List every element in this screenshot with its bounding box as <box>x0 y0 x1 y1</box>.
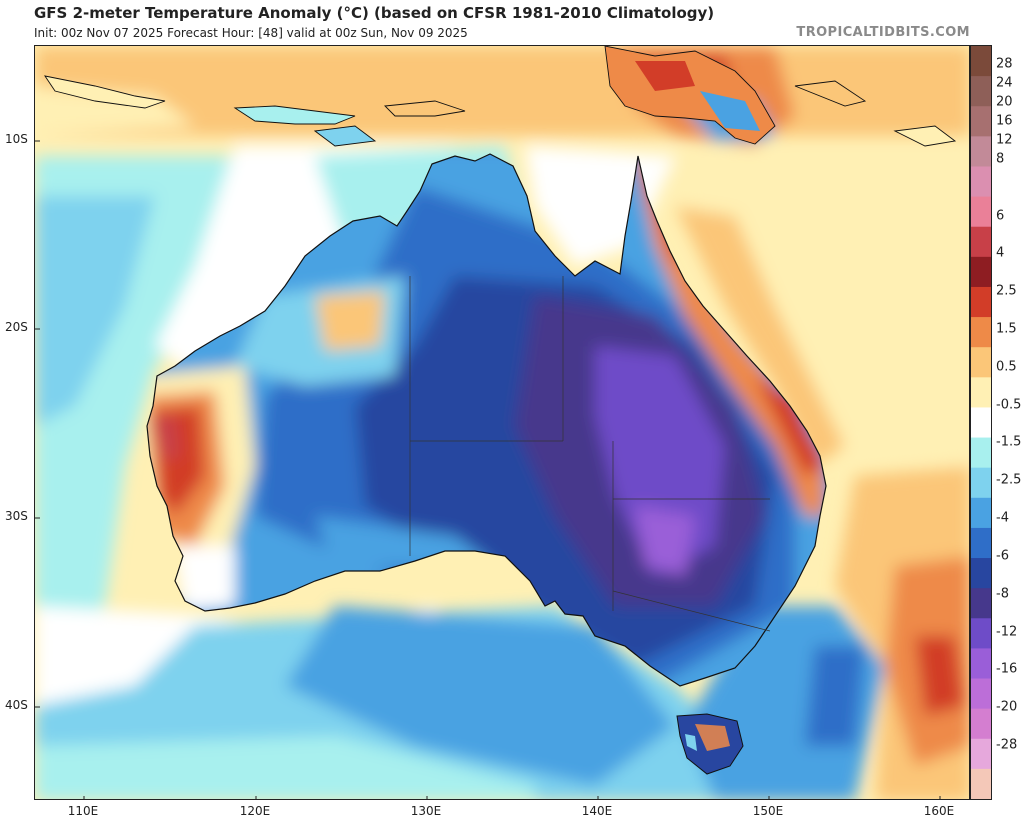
colorbar-swatch <box>971 136 991 167</box>
colorbar-label: -16 <box>996 661 1018 677</box>
lat-label-30s: 30S <box>5 509 28 523</box>
colorbar-swatches <box>971 46 991 800</box>
lon-label-120e: 120E <box>239 804 271 818</box>
australia-anomaly-field <box>147 154 826 686</box>
colorbar-label: 2.5 <box>996 283 1017 299</box>
colorbar-label: -4 <box>996 510 1009 526</box>
colorbar-label: -0.5 <box>996 397 1022 413</box>
colorbar-swatch <box>971 256 991 288</box>
forecast-info: Init: 00z Nov 07 2025 Forecast Hour: [48… <box>34 26 468 40</box>
state-borders <box>409 276 771 632</box>
colorbar-swatch <box>971 166 991 198</box>
colorbar-swatch <box>971 467 991 499</box>
colorbar-label: -28 <box>996 737 1018 753</box>
colorbar-swatch <box>971 377 991 408</box>
lon-label-140e: 140E <box>581 804 613 818</box>
colorbar-label: 12 <box>996 132 1013 148</box>
colorbar-label: 20 <box>996 94 1013 110</box>
colorbar-label: 4 <box>996 245 1005 261</box>
map-canvas <box>35 46 969 799</box>
colorbar-swatch <box>971 618 991 649</box>
colorbar-swatch <box>971 497 991 529</box>
colorbar-swatch <box>971 286 991 318</box>
colorbar-label: -6 <box>996 548 1009 564</box>
colorbar-label: 28 <box>996 56 1013 72</box>
lon-label-130e: 130E <box>410 804 442 818</box>
colorbar-label: 24 <box>996 75 1013 91</box>
temperature-anomaly-map <box>34 45 970 800</box>
lon-label-150e: 150E <box>752 804 784 818</box>
colorbar-swatch <box>971 46 991 77</box>
colorbar-swatch <box>971 527 991 559</box>
colorbar-swatch <box>971 708 991 740</box>
colorbar-label: -12 <box>996 624 1018 640</box>
colorbar-label: 6 <box>996 208 1005 224</box>
brand-watermark: TROPICALTIDBITS.COM <box>796 25 970 40</box>
lon-label-160e: 160E <box>923 804 955 818</box>
lat-label-20s: 20S <box>5 320 28 334</box>
colorbar-label: -20 <box>996 699 1018 715</box>
colorbar-swatch <box>971 347 991 378</box>
colorbar-swatch <box>971 196 991 228</box>
colorbar-swatch <box>971 226 991 258</box>
colorbar-swatch <box>971 76 991 107</box>
colorbar-swatch <box>971 648 991 680</box>
lat-label-40s: 40S <box>5 698 28 712</box>
colorbar-label: 16 <box>996 113 1013 129</box>
colorbar-swatch <box>971 437 991 469</box>
colorbar-swatch <box>971 768 991 800</box>
colorbar-label: -1.5 <box>996 434 1022 450</box>
map-title: GFS 2-meter Temperature Anomaly (°C) (ba… <box>34 4 715 22</box>
northern-islands <box>44 46 957 147</box>
axis-ticks <box>35 140 941 799</box>
colorbar-swatch <box>971 106 991 137</box>
colorbar-label: -8 <box>996 586 1009 602</box>
colorbar-swatch <box>971 317 991 348</box>
tasmania <box>676 713 744 775</box>
colorbar-swatch <box>971 588 991 619</box>
colorbar-swatch <box>971 738 991 770</box>
australia-coastline <box>146 153 827 687</box>
colorbar-label: -2.5 <box>996 472 1022 488</box>
colorbar <box>970 45 992 800</box>
colorbar-swatch <box>971 558 991 589</box>
colorbar-swatch <box>971 407 991 439</box>
colorbar-label: 0.5 <box>996 359 1017 375</box>
colorbar-label: 1.5 <box>996 321 1017 337</box>
lat-label-10s: 10S <box>5 132 28 146</box>
colorbar-swatch <box>971 678 991 710</box>
lon-label-110e: 110E <box>67 804 99 818</box>
colorbar-label: 8 <box>996 151 1005 167</box>
